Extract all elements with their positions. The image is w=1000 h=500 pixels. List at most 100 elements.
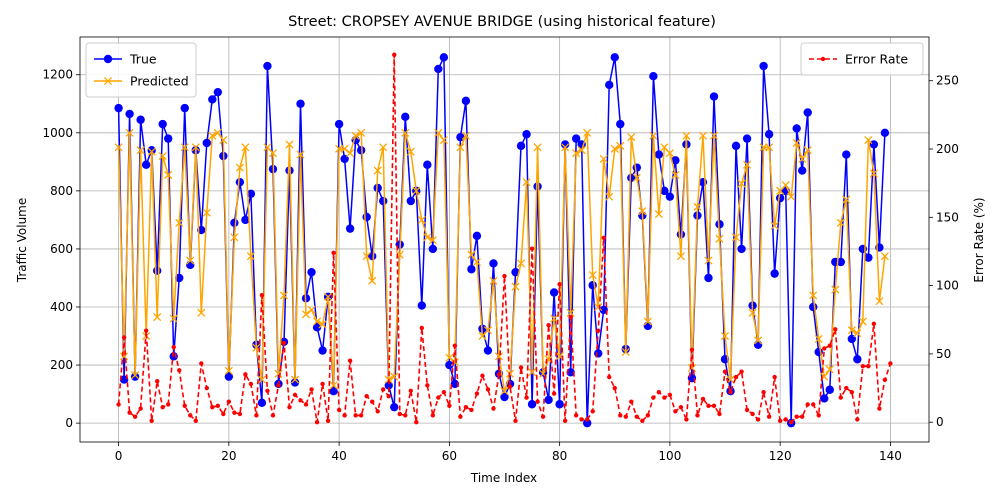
data-point — [816, 413, 821, 418]
data-point — [787, 192, 796, 201]
data-point — [274, 369, 283, 378]
data-point — [373, 166, 382, 175]
data-point — [186, 256, 195, 265]
data-point — [882, 377, 888, 383]
data-point — [632, 173, 641, 182]
data-point — [290, 375, 300, 384]
legend-marker — [820, 56, 826, 62]
data-point — [798, 154, 807, 163]
legend-right: Error Rate — [800, 42, 924, 76]
data-point — [709, 131, 719, 140]
data-point — [836, 257, 845, 267]
data-point — [654, 150, 664, 159]
data-point — [540, 414, 546, 419]
data-point — [241, 143, 250, 152]
y-axis-right: 0 50 100 150 200 250 — [929, 74, 959, 429]
data-point — [560, 140, 570, 149]
data-point — [230, 233, 239, 242]
data-point — [649, 71, 658, 81]
y2-tick-label: 100 — [936, 279, 959, 293]
data-point — [676, 252, 685, 261]
data-point — [777, 418, 783, 424]
plot-frame — [79, 36, 930, 443]
data-point — [744, 407, 750, 413]
data-point — [369, 399, 375, 404]
data-point — [627, 173, 636, 183]
data-point — [864, 253, 873, 262]
data-point — [406, 147, 415, 156]
data-point — [423, 233, 432, 242]
data-point — [665, 149, 674, 158]
data-point — [616, 141, 625, 150]
data-point — [439, 136, 448, 145]
data-point — [518, 365, 524, 370]
data-point — [362, 252, 371, 261]
data-point — [390, 402, 399, 412]
data-point — [340, 144, 349, 153]
data-point — [544, 395, 553, 405]
data-point — [235, 163, 244, 172]
data-point — [392, 52, 397, 57]
y2-tick-label: 200 — [936, 142, 959, 156]
data-point — [513, 418, 518, 424]
data-point — [441, 389, 447, 395]
data-point — [731, 233, 741, 242]
data-point — [224, 372, 234, 381]
data-point — [516, 141, 526, 151]
data-point — [401, 112, 410, 122]
data-point — [618, 413, 623, 418]
data-point — [298, 398, 303, 403]
y-tick-label: 600 — [50, 242, 73, 256]
data-point — [660, 186, 669, 196]
x-tick-label: 0 — [115, 449, 123, 463]
data-point — [783, 417, 788, 422]
data-point — [461, 96, 471, 106]
data-point — [358, 413, 364, 418]
data-point — [202, 208, 211, 217]
data-point — [621, 347, 630, 357]
data-point — [748, 308, 757, 317]
data-point — [671, 170, 680, 179]
data-point — [423, 160, 432, 169]
data-point — [428, 236, 437, 245]
data-point — [119, 375, 129, 384]
data-point — [381, 387, 386, 392]
data-point — [452, 343, 458, 348]
data-point — [605, 192, 614, 201]
data-point — [149, 418, 154, 424]
data-point — [406, 196, 415, 206]
data-point — [401, 128, 410, 137]
data-point — [634, 414, 640, 419]
data-point — [566, 308, 575, 317]
data-point — [467, 265, 476, 274]
data-point — [765, 143, 774, 152]
data-point — [204, 385, 209, 391]
data-point — [456, 143, 465, 152]
data-point — [803, 146, 812, 155]
data-point — [386, 394, 391, 399]
legend-marker — [103, 76, 113, 86]
data-point — [805, 402, 810, 407]
data-point — [303, 402, 309, 407]
data-point — [213, 128, 222, 137]
data-point — [347, 358, 353, 363]
data-point — [579, 417, 584, 422]
data-point — [811, 402, 816, 407]
data-point — [709, 92, 719, 101]
data-point — [419, 325, 425, 331]
data-point — [715, 220, 724, 229]
data-point — [507, 384, 513, 389]
data-point — [632, 163, 642, 172]
y2-tick-label: 250 — [936, 74, 959, 88]
data-point — [257, 375, 266, 384]
data-point — [281, 340, 287, 346]
data-point — [141, 160, 151, 169]
data-point — [770, 269, 779, 278]
x-axis: 0 20 40 60 80 100 120 140 — [115, 442, 902, 463]
data-point — [147, 146, 156, 155]
data-point — [605, 80, 614, 90]
data-point — [132, 414, 138, 419]
data-point — [860, 363, 866, 369]
data-point — [761, 389, 766, 395]
data-point — [270, 413, 276, 418]
